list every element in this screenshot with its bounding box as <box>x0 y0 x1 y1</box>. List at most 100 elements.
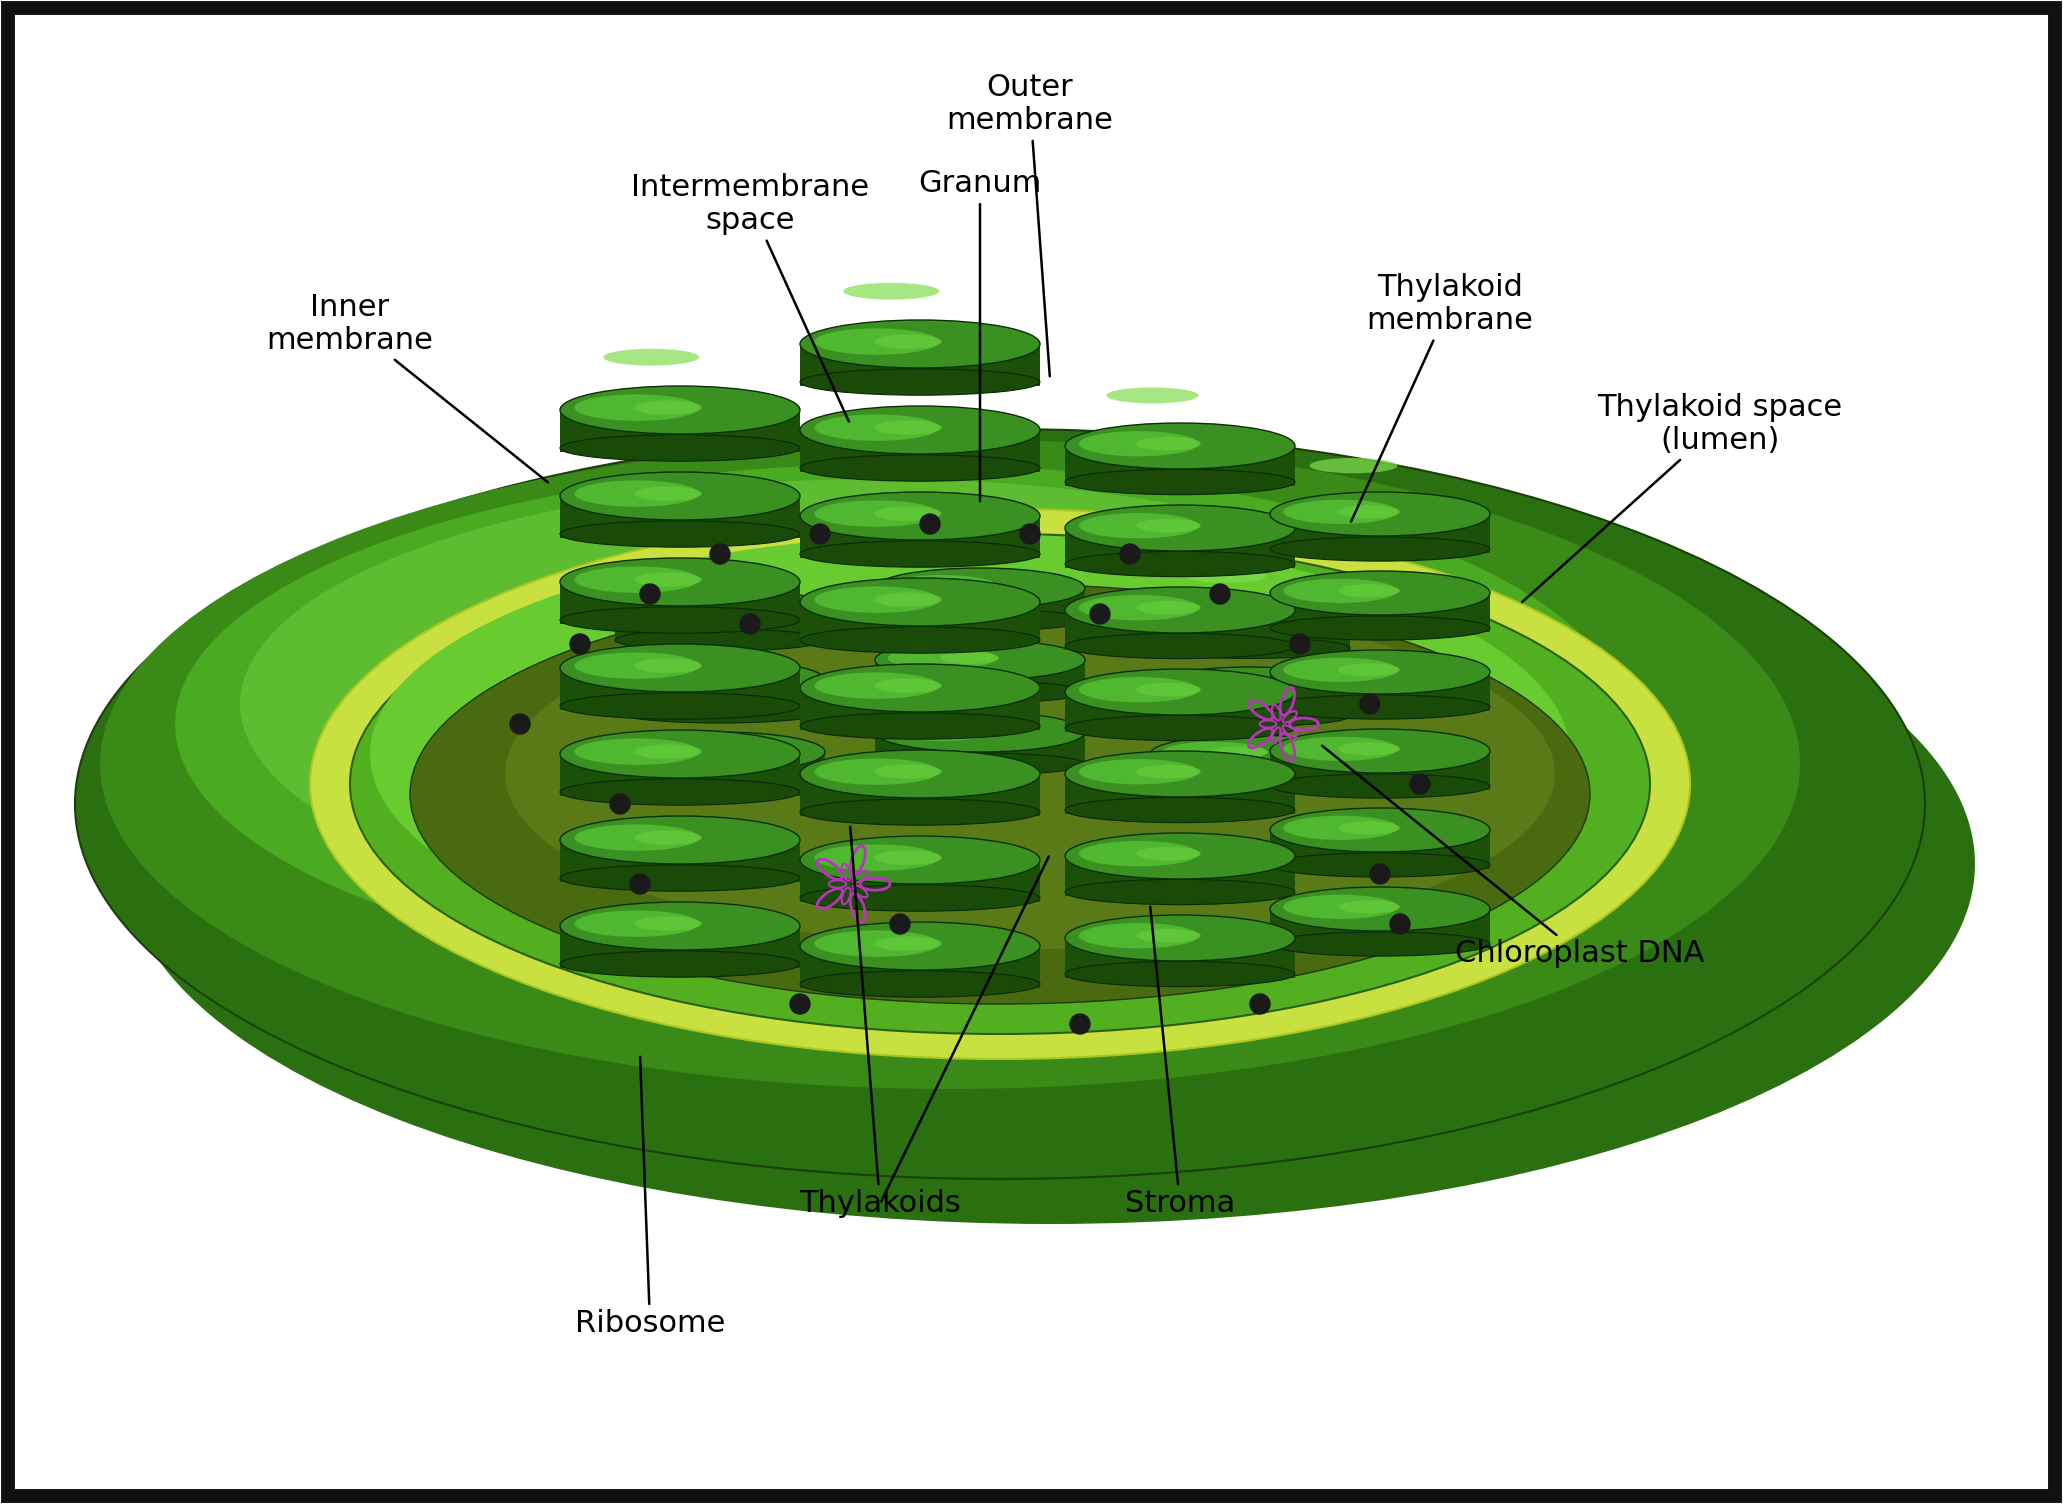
FancyBboxPatch shape <box>1271 830 1489 868</box>
Ellipse shape <box>1271 932 1489 957</box>
Ellipse shape <box>1211 746 1269 758</box>
FancyBboxPatch shape <box>800 687 1040 729</box>
Ellipse shape <box>559 387 800 435</box>
FancyBboxPatch shape <box>1149 754 1349 787</box>
Text: Thylakoids: Thylakoids <box>798 827 961 1218</box>
Text: Thylakoid space
(lumen): Thylakoid space (lumen) <box>1522 393 1842 602</box>
FancyBboxPatch shape <box>1065 856 1296 895</box>
Ellipse shape <box>800 406 1040 454</box>
FancyBboxPatch shape <box>1065 692 1296 731</box>
Ellipse shape <box>1137 683 1201 696</box>
Ellipse shape <box>1065 961 1296 987</box>
Text: Thylakoid
membrane: Thylakoid membrane <box>1351 272 1533 522</box>
Ellipse shape <box>559 435 800 462</box>
Ellipse shape <box>1149 599 1349 638</box>
Ellipse shape <box>1339 663 1401 677</box>
Ellipse shape <box>1065 587 1296 633</box>
Ellipse shape <box>1283 895 1397 919</box>
Ellipse shape <box>559 472 800 520</box>
Ellipse shape <box>681 744 739 757</box>
Ellipse shape <box>875 850 941 865</box>
Circle shape <box>1370 863 1390 884</box>
Ellipse shape <box>875 754 1085 775</box>
Ellipse shape <box>800 922 1040 970</box>
Ellipse shape <box>635 830 701 845</box>
Ellipse shape <box>1339 901 1401 913</box>
Ellipse shape <box>559 558 800 606</box>
FancyBboxPatch shape <box>875 732 1085 767</box>
FancyBboxPatch shape <box>1271 908 1489 948</box>
Circle shape <box>569 635 590 654</box>
FancyBboxPatch shape <box>1271 593 1489 632</box>
Ellipse shape <box>615 588 825 629</box>
Ellipse shape <box>912 537 996 550</box>
Circle shape <box>1211 584 1230 605</box>
Ellipse shape <box>800 578 1040 626</box>
FancyBboxPatch shape <box>875 660 1085 695</box>
FancyBboxPatch shape <box>1149 618 1349 651</box>
Text: Inner
membrane: Inner membrane <box>266 293 549 483</box>
Ellipse shape <box>875 421 941 435</box>
Ellipse shape <box>1065 914 1296 961</box>
FancyBboxPatch shape <box>1065 775 1296 814</box>
Ellipse shape <box>800 970 1040 997</box>
Ellipse shape <box>815 672 939 699</box>
Circle shape <box>1289 635 1310 654</box>
Ellipse shape <box>559 520 800 547</box>
Text: Chloroplast DNA: Chloroplast DNA <box>1322 746 1704 969</box>
FancyBboxPatch shape <box>1271 514 1489 552</box>
Ellipse shape <box>681 600 739 612</box>
Ellipse shape <box>1271 617 1489 641</box>
FancyBboxPatch shape <box>800 344 1040 387</box>
Ellipse shape <box>875 334 941 349</box>
Circle shape <box>790 994 811 1014</box>
Ellipse shape <box>800 454 1040 481</box>
Ellipse shape <box>800 799 1040 826</box>
Ellipse shape <box>1271 537 1489 561</box>
Ellipse shape <box>1283 499 1397 523</box>
Ellipse shape <box>1065 505 1296 550</box>
FancyBboxPatch shape <box>800 946 1040 988</box>
Circle shape <box>710 544 730 564</box>
Ellipse shape <box>574 480 699 507</box>
Ellipse shape <box>1271 572 1489 615</box>
Ellipse shape <box>800 836 1040 884</box>
Ellipse shape <box>635 400 701 415</box>
Ellipse shape <box>559 779 800 805</box>
Ellipse shape <box>1065 750 1296 797</box>
Ellipse shape <box>574 824 699 851</box>
Ellipse shape <box>941 581 998 593</box>
Ellipse shape <box>505 599 1556 949</box>
Ellipse shape <box>1106 388 1199 403</box>
Ellipse shape <box>1065 797 1296 823</box>
Ellipse shape <box>559 817 800 863</box>
FancyBboxPatch shape <box>559 582 800 624</box>
Ellipse shape <box>627 596 736 617</box>
Ellipse shape <box>309 508 1690 1059</box>
Ellipse shape <box>635 486 701 501</box>
Ellipse shape <box>1079 432 1199 456</box>
Ellipse shape <box>875 678 941 693</box>
FancyBboxPatch shape <box>875 588 1085 623</box>
Ellipse shape <box>815 328 939 355</box>
Ellipse shape <box>1149 773 1349 794</box>
Ellipse shape <box>615 773 825 796</box>
Ellipse shape <box>635 744 701 760</box>
Ellipse shape <box>844 283 939 299</box>
FancyBboxPatch shape <box>800 516 1040 558</box>
FancyBboxPatch shape <box>1271 672 1489 710</box>
FancyBboxPatch shape <box>800 602 1040 644</box>
Ellipse shape <box>1283 579 1397 603</box>
FancyBboxPatch shape <box>615 752 825 787</box>
Ellipse shape <box>1137 600 1201 615</box>
Text: Intermembrane
space: Intermembrane space <box>631 173 869 421</box>
Ellipse shape <box>574 394 699 421</box>
Ellipse shape <box>559 729 800 778</box>
Ellipse shape <box>1283 737 1397 761</box>
Ellipse shape <box>559 644 800 692</box>
FancyBboxPatch shape <box>1271 750 1489 790</box>
Ellipse shape <box>351 534 1650 1035</box>
Circle shape <box>741 614 759 635</box>
Ellipse shape <box>1271 492 1489 535</box>
Ellipse shape <box>1079 513 1199 538</box>
